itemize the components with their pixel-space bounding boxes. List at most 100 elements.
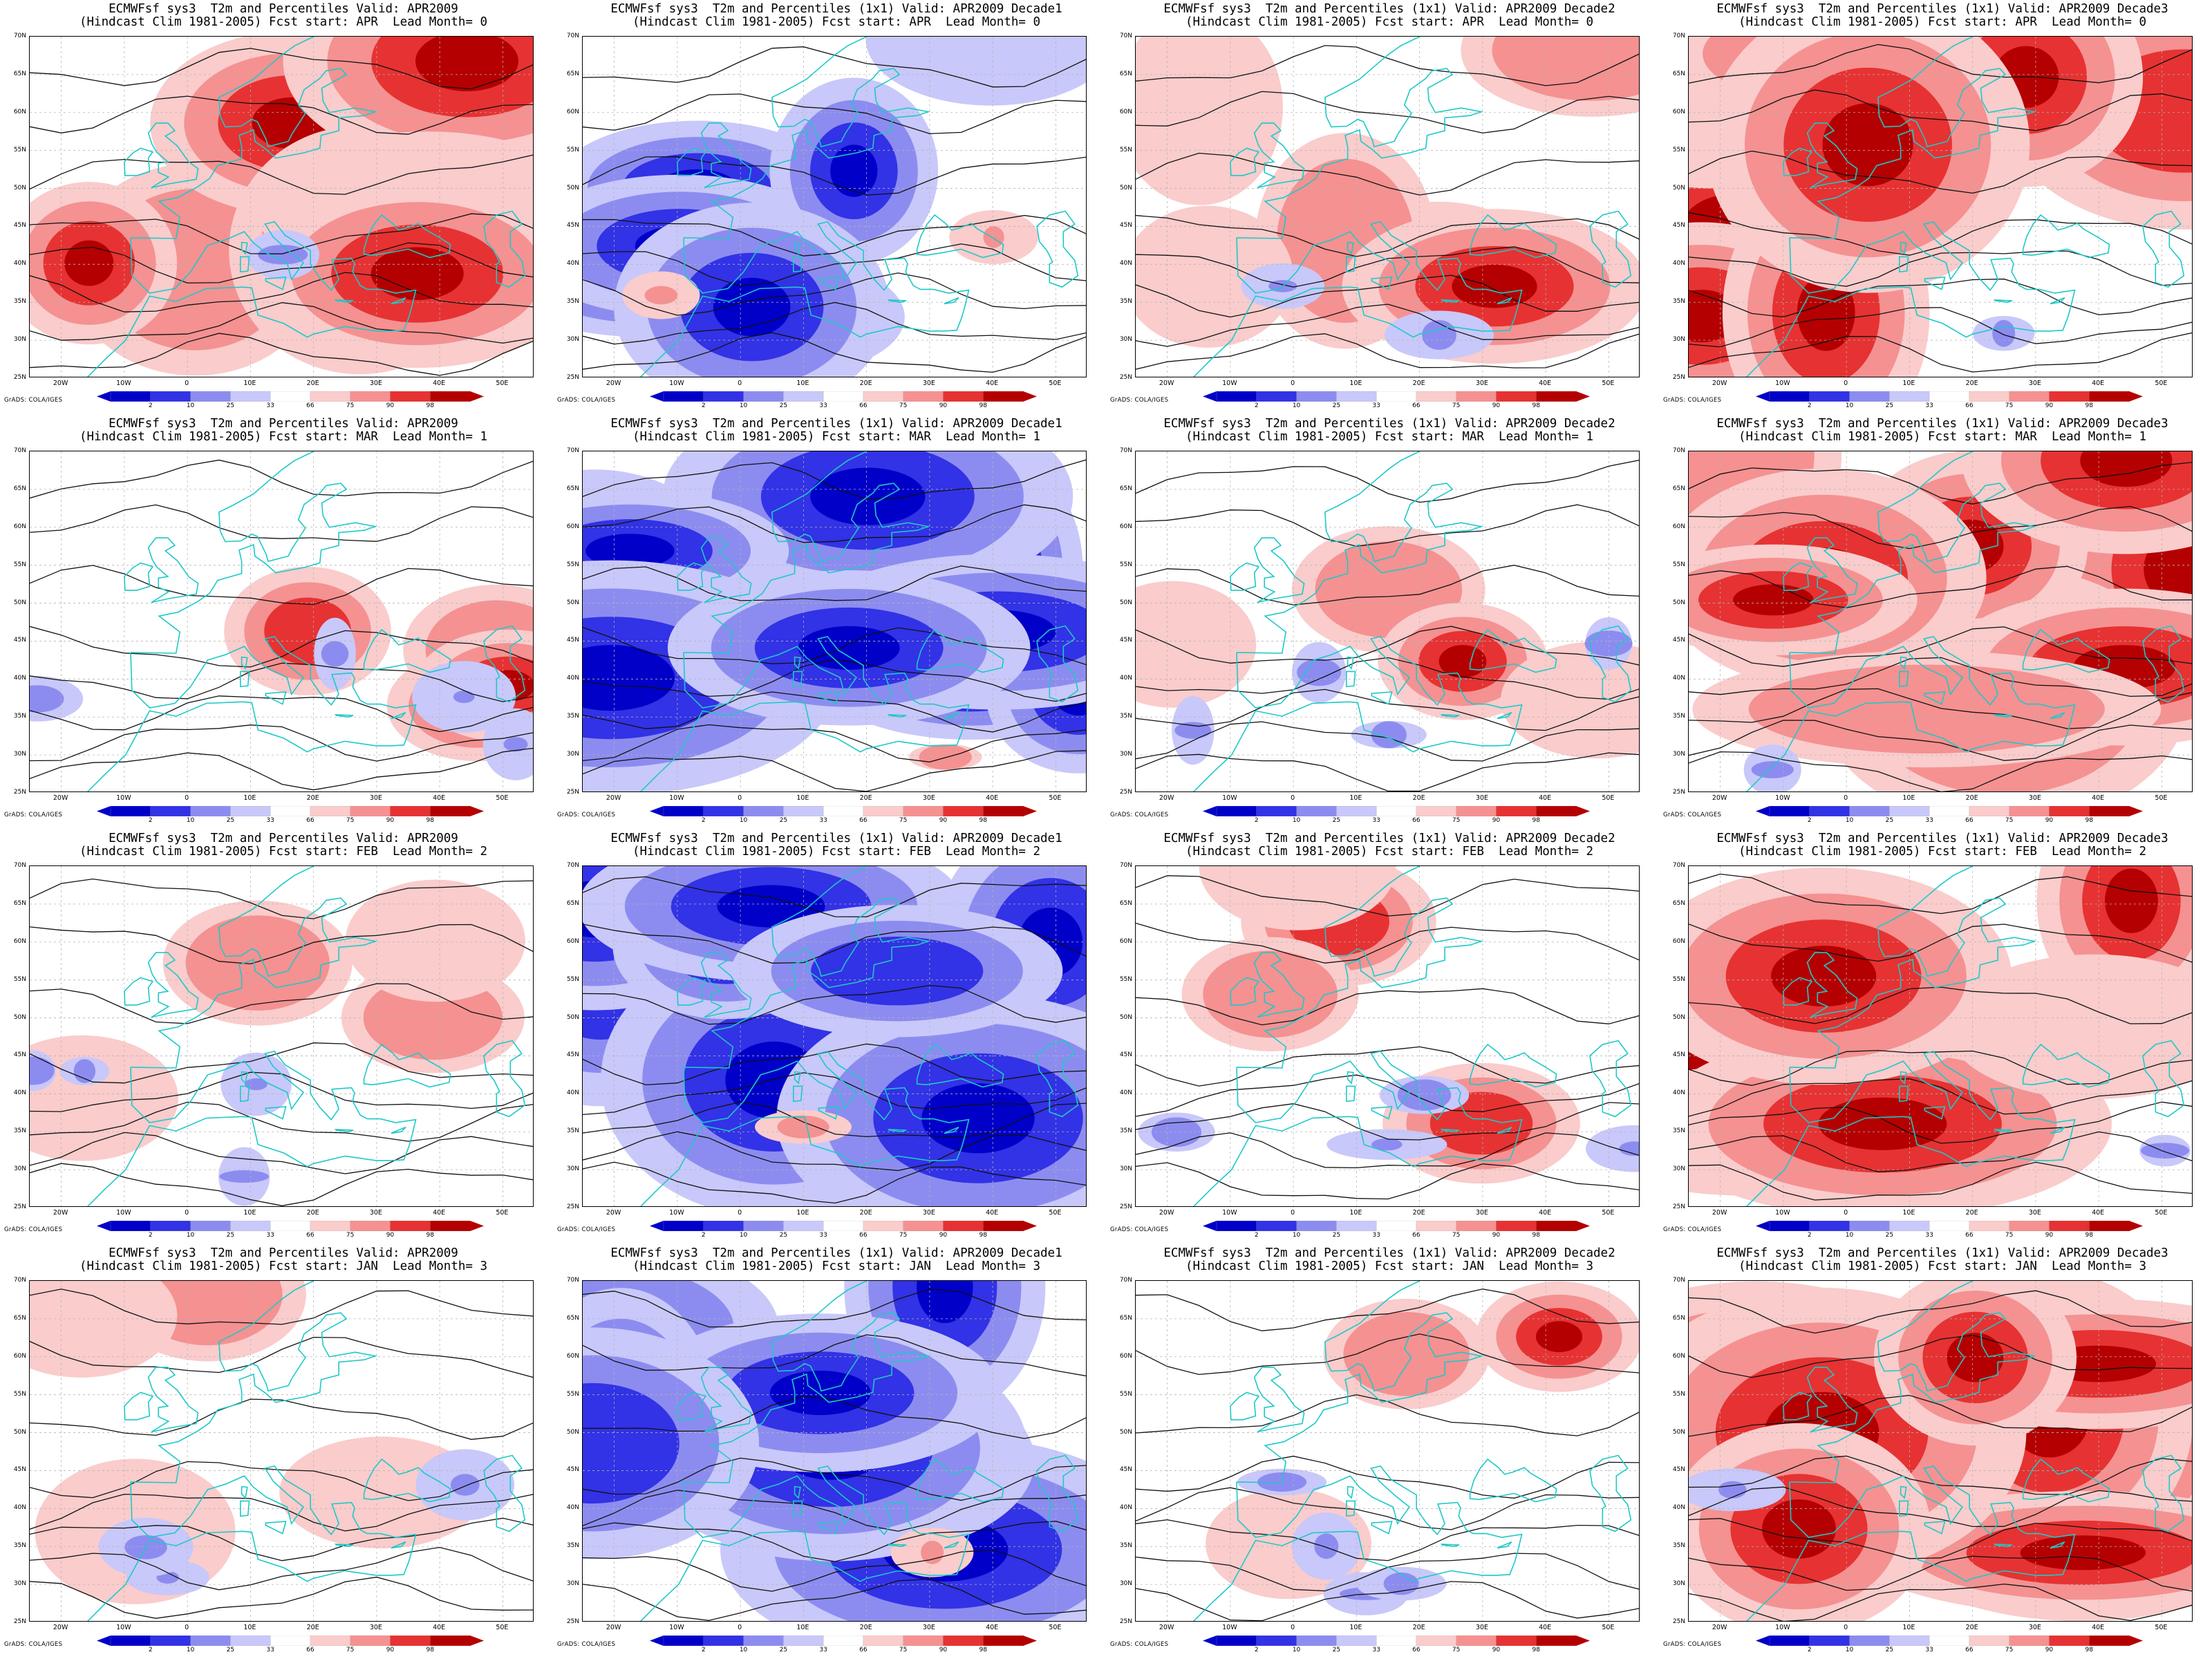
colorbar-swatch [663, 1635, 704, 1646]
lat-tick-label: 45N [1672, 1051, 1685, 1059]
colorbar-swatch [310, 391, 351, 402]
percentile-blob [1343, 1312, 1470, 1396]
lon-tick-label: 30E [369, 379, 382, 387]
map-panel: ECMWFsf sys3 T2m and Percentiles Valid: … [0, 1244, 553, 1659]
map-frame [29, 865, 534, 1207]
contour-line [583, 504, 1086, 543]
colorbar-swatch [1809, 1221, 1850, 1231]
lat-tick-label: 65N [1119, 70, 1132, 77]
percentile-blob [769, 1370, 871, 1416]
map-canvas [30, 1281, 533, 1621]
colorbar-swatch [430, 391, 471, 402]
percentile-blob [830, 144, 878, 197]
coastlines [1745, 37, 2185, 377]
colorbar-arrow-high [1023, 391, 1037, 402]
contour-line [583, 301, 1086, 345]
colorbar-tick-label: 66 [859, 1647, 868, 1653]
coastline [1900, 1485, 1907, 1499]
contour-line [1136, 1455, 1639, 1499]
coastline [1469, 1458, 1557, 1503]
percentile-shading [1136, 37, 1639, 364]
colorbar-arrow-low [1756, 1221, 1770, 1231]
panel-title-line1: ECMWFsf sys3 T2m and Percentiles (1x1) V… [610, 1246, 1062, 1260]
percentile-blob [585, 534, 675, 568]
coastline [2050, 297, 2065, 305]
colorbar-tick-label: 98 [2085, 1232, 2093, 1239]
lon-tick-label: 40E [2092, 1209, 2105, 1217]
colorbar-swatch [230, 806, 271, 816]
percentile-blob [1584, 630, 1633, 657]
lat-tick-label: 50N [1672, 1428, 1685, 1436]
colorbar-arrow-low [1756, 806, 1770, 816]
colorbar-tick-label: 66 [859, 1232, 868, 1239]
colorbar-tick-label: 25 [1332, 402, 1341, 409]
contour-line [30, 1546, 533, 1591]
coastline [1253, 1367, 1305, 1433]
lon-tick-label: 30E [2028, 794, 2041, 802]
colorbar-tick-label: 66 [1412, 402, 1421, 409]
percentile-blob [1383, 1572, 1419, 1595]
colorbar-swatch [1256, 806, 1297, 816]
lat-tick-label: 25N [1119, 1203, 1132, 1210]
lon-tick-label: 20E [1412, 1624, 1425, 1631]
percentile-shading [583, 451, 1086, 791]
colorbar-tick-label: 33 [1372, 1647, 1380, 1653]
lat-tick-label: 30N [13, 336, 26, 344]
coastline [239, 1500, 250, 1517]
lon-tick-label: 20E [859, 1624, 872, 1631]
coastline [2142, 625, 2185, 703]
colorbar-swatch [783, 806, 824, 816]
colorbar-swatch [350, 1635, 391, 1646]
colorbar-tick-label: 66 [859, 817, 868, 824]
colorbar-tick-label: 10 [1292, 1647, 1301, 1653]
colorbar-tick-label: 75 [346, 1232, 355, 1239]
colorbar-swatch [190, 806, 232, 816]
colorbar-tick-label: 90 [1492, 1232, 1501, 1239]
panel-title: ECMWFsf sys3 T2m and Percentiles (1x1) V… [581, 1247, 1092, 1273]
colorbar-tick-label: 10 [186, 402, 195, 409]
colorbar-swatch [350, 391, 391, 402]
colorbar-swatch [1376, 391, 1417, 402]
colorbar-arrow-low [1203, 1221, 1217, 1231]
colorbar-swatch [270, 1635, 311, 1646]
lat-tick-label: 65N [1672, 70, 1685, 77]
colorbar-swatch [2009, 806, 2050, 816]
coastline [792, 1500, 803, 1517]
coastline [1806, 122, 1858, 189]
lon-tick-label: 40E [986, 794, 999, 802]
coastline [1745, 221, 2076, 377]
coastline [334, 299, 354, 303]
contour-line [1136, 988, 1639, 1026]
coastline [363, 1043, 451, 1088]
contour-line [1689, 986, 2192, 1024]
contour-line [30, 1493, 533, 1532]
coastline [1497, 1541, 1512, 1549]
colorbar-tick-label: 33 [1925, 1647, 1933, 1653]
colorbar-tick-label: 98 [2085, 402, 2093, 409]
percentile-blob [1501, 641, 1639, 759]
colorbar-swatch [1809, 806, 1850, 816]
percentile-shading [1206, 1281, 1639, 1615]
colorbar-tick-label: 10 [186, 1647, 195, 1653]
map-frame [1688, 1280, 2193, 1622]
coastline [86, 1051, 417, 1206]
coastline [1806, 952, 1858, 1018]
lon-tick-label: 10E [1902, 1624, 1915, 1631]
lat-tick-label: 35N [1672, 1542, 1685, 1550]
contour-line [30, 983, 533, 1024]
colorbar-swatch [1456, 1635, 1497, 1646]
panel-title: ECMWFsf sys3 T2m and Percentiles (1x1) V… [1687, 3, 2198, 29]
coastline [1900, 241, 1907, 255]
lat-tick-label: 70N [13, 447, 26, 454]
coastline [483, 210, 526, 288]
coastline [1924, 1106, 1946, 1120]
panel-title: ECMWFsf sys3 T2m and Percentiles Valid: … [28, 418, 539, 444]
lat-tick-label: 65N [1672, 485, 1685, 492]
lat-tick-label: 65N [13, 485, 26, 492]
coastline [124, 562, 154, 591]
colorbar-swatch [1536, 391, 1577, 402]
lat-tick-label: 40N [13, 260, 26, 268]
lon-tick-label: 20E [1412, 1209, 1425, 1217]
colorbar-swatch [1769, 391, 1810, 402]
lon-tick-label: 50E [2155, 1624, 2168, 1631]
